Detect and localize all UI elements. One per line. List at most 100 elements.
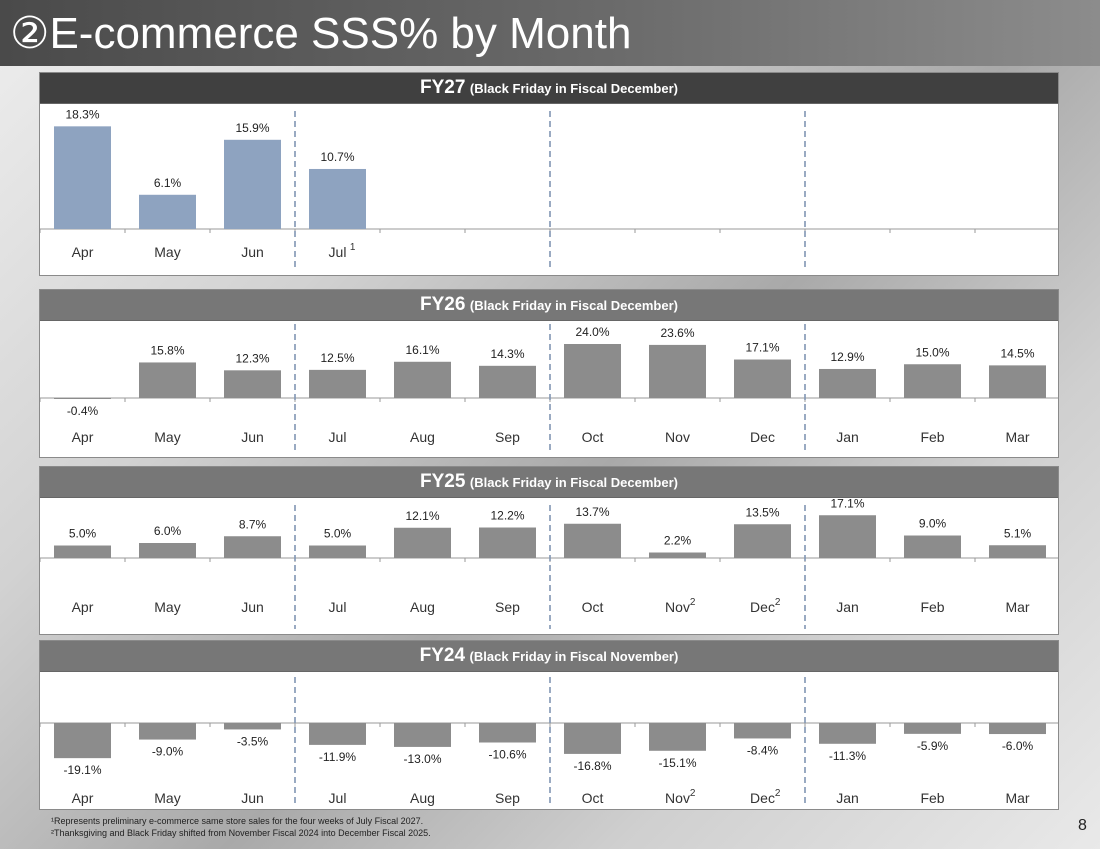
tick-label-apr: Apr — [72, 244, 94, 260]
data-label: 6.1% — [154, 176, 182, 190]
chart-title: FY26 — [420, 294, 466, 315]
bar-jun — [224, 139, 281, 229]
bar-jun — [224, 723, 281, 730]
tick-label-dec: Dec — [750, 790, 775, 806]
tick-label-may: May — [154, 790, 180, 806]
data-label: 13.7% — [575, 505, 609, 519]
data-label: -8.4% — [747, 743, 779, 757]
tick-label-superscript: 2 — [775, 597, 781, 608]
data-label: 16.1% — [405, 343, 439, 357]
data-label: 15.0% — [915, 345, 949, 359]
tick-label-jan: Jan — [836, 599, 859, 615]
data-label: -10.6% — [488, 748, 526, 762]
tick-label-apr: Apr — [72, 429, 94, 445]
footnotes: ¹Represents preliminary e-commerce same … — [51, 815, 431, 839]
tick-label-feb: Feb — [920, 790, 944, 806]
data-label: 15.8% — [150, 343, 184, 357]
tick-label-superscript: 2 — [775, 788, 781, 799]
bar-chart-fy25: 5.0% Apr 6.0% May 8.7% Jun 5.0% Jul 12.1% Aug 12.2… — [40, 497, 1058, 629]
bar-oct — [564, 723, 621, 754]
tick-label-jul: Jul — [329, 790, 347, 806]
tick-label-aug: Aug — [410, 429, 435, 445]
bar-apr — [54, 723, 111, 759]
tick-label-jun: Jun — [241, 790, 264, 806]
chart-panel-fy25: FY25 (Black Friday in Fiscal December) 5… — [39, 466, 1059, 635]
tick-label-mar: Mar — [1005, 790, 1029, 806]
bar-apr — [54, 398, 111, 399]
tick-label-oct: Oct — [582, 790, 604, 806]
title-bar: ②E-commerce SSS% by Month — [0, 0, 1100, 66]
bar-may — [139, 723, 196, 740]
tick-label-aug: Aug — [410, 790, 435, 806]
bar-jul — [309, 723, 366, 745]
chart-title: FY27 — [420, 77, 466, 98]
data-label: -0.4% — [67, 404, 99, 418]
tick-label-superscript: 1 — [350, 242, 356, 253]
bar-aug — [394, 527, 451, 558]
chart-title: FY25 — [420, 471, 466, 492]
tick-label-jul: Jul — [329, 244, 347, 260]
bar-aug — [394, 723, 451, 747]
data-label: 17.1% — [830, 497, 864, 510]
chart-header-fy24: FY24 (Black Friday in Fiscal November) — [40, 641, 1058, 672]
data-label: 23.6% — [660, 326, 694, 340]
bar-dec — [734, 723, 791, 739]
chart-panel-fy24: FY24 (Black Friday in Fiscal November) -… — [39, 640, 1059, 810]
bar-feb — [904, 723, 961, 734]
bar-dec — [734, 359, 791, 398]
bar-jul — [309, 168, 366, 229]
bar-feb — [904, 535, 961, 558]
bar-nov — [649, 723, 706, 751]
data-label: 5.0% — [69, 527, 97, 541]
bar-oct — [564, 344, 621, 398]
tick-label-superscript: 2 — [690, 597, 696, 608]
data-label: -11.9% — [319, 750, 356, 764]
bar-may — [139, 194, 196, 229]
data-label: -9.0% — [152, 745, 184, 759]
data-label: 14.3% — [490, 347, 524, 361]
bar-sep — [479, 723, 536, 743]
tick-label-jul: Jul — [329, 429, 347, 445]
bar-jun — [224, 536, 281, 558]
tick-label-jun: Jun — [241, 244, 264, 260]
data-label: 24.0% — [575, 325, 609, 339]
footnote-2: ²Thanksgiving and Black Friday shifted f… — [51, 828, 431, 838]
chart-subtitle: (Black Friday in Fiscal November) — [469, 649, 679, 664]
data-label: -6.0% — [1002, 739, 1034, 753]
data-label: 12.1% — [405, 509, 439, 523]
data-label: 15.9% — [235, 121, 269, 135]
chart-panel-fy27: FY27 (Black Friday in Fiscal December) 1… — [39, 72, 1059, 276]
bar-aug — [394, 361, 451, 398]
tick-label-jan: Jan — [836, 429, 859, 445]
tick-label-nov: Nov — [665, 599, 690, 615]
chart-subtitle: (Black Friday in Fiscal December) — [469, 475, 678, 490]
tick-label-jan: Jan — [836, 790, 859, 806]
data-label: 12.5% — [320, 351, 354, 365]
tick-label-aug: Aug — [410, 599, 435, 615]
data-label: -19.1% — [63, 763, 101, 777]
bar-feb — [904, 364, 961, 398]
bar-jun — [224, 370, 281, 398]
data-label: 10.7% — [320, 150, 354, 164]
tick-label-sep: Sep — [495, 429, 520, 445]
tick-label-jun: Jun — [241, 429, 264, 445]
bar-mar — [989, 545, 1046, 558]
chart-subtitle: (Black Friday in Fiscal December) — [469, 298, 678, 313]
tick-label-mar: Mar — [1005, 599, 1029, 615]
bar-apr — [54, 126, 111, 229]
bar-chart-fy24: -19.1% Apr -9.0% May -3.5% Jun -11.9% Jul -13.0%… — [40, 677, 1058, 807]
bar-nov — [649, 344, 706, 398]
data-label: 6.0% — [154, 524, 182, 538]
data-label: -5.9% — [917, 739, 949, 753]
data-label: 17.1% — [745, 341, 779, 355]
bar-dec — [734, 524, 791, 558]
chart-header-fy25: FY25 (Black Friday in Fiscal December) — [40, 467, 1058, 498]
tick-label-oct: Oct — [582, 429, 604, 445]
data-label: -16.8% — [573, 759, 611, 773]
bar-chart-fy26: -0.4% Apr 15.8% May 12.3% Jun 12.5% Jul 16.1% Aug… — [40, 324, 1058, 450]
bar-chart-fy27: 18.3% Apr 6.1% May 15.9% Jun 10.7% Jul 1 — [40, 107, 1058, 269]
footnote-1: ¹Represents preliminary e-commerce same … — [51, 816, 424, 826]
data-label: -3.5% — [237, 734, 269, 748]
tick-label-feb: Feb — [920, 429, 944, 445]
bar-nov — [649, 552, 706, 558]
